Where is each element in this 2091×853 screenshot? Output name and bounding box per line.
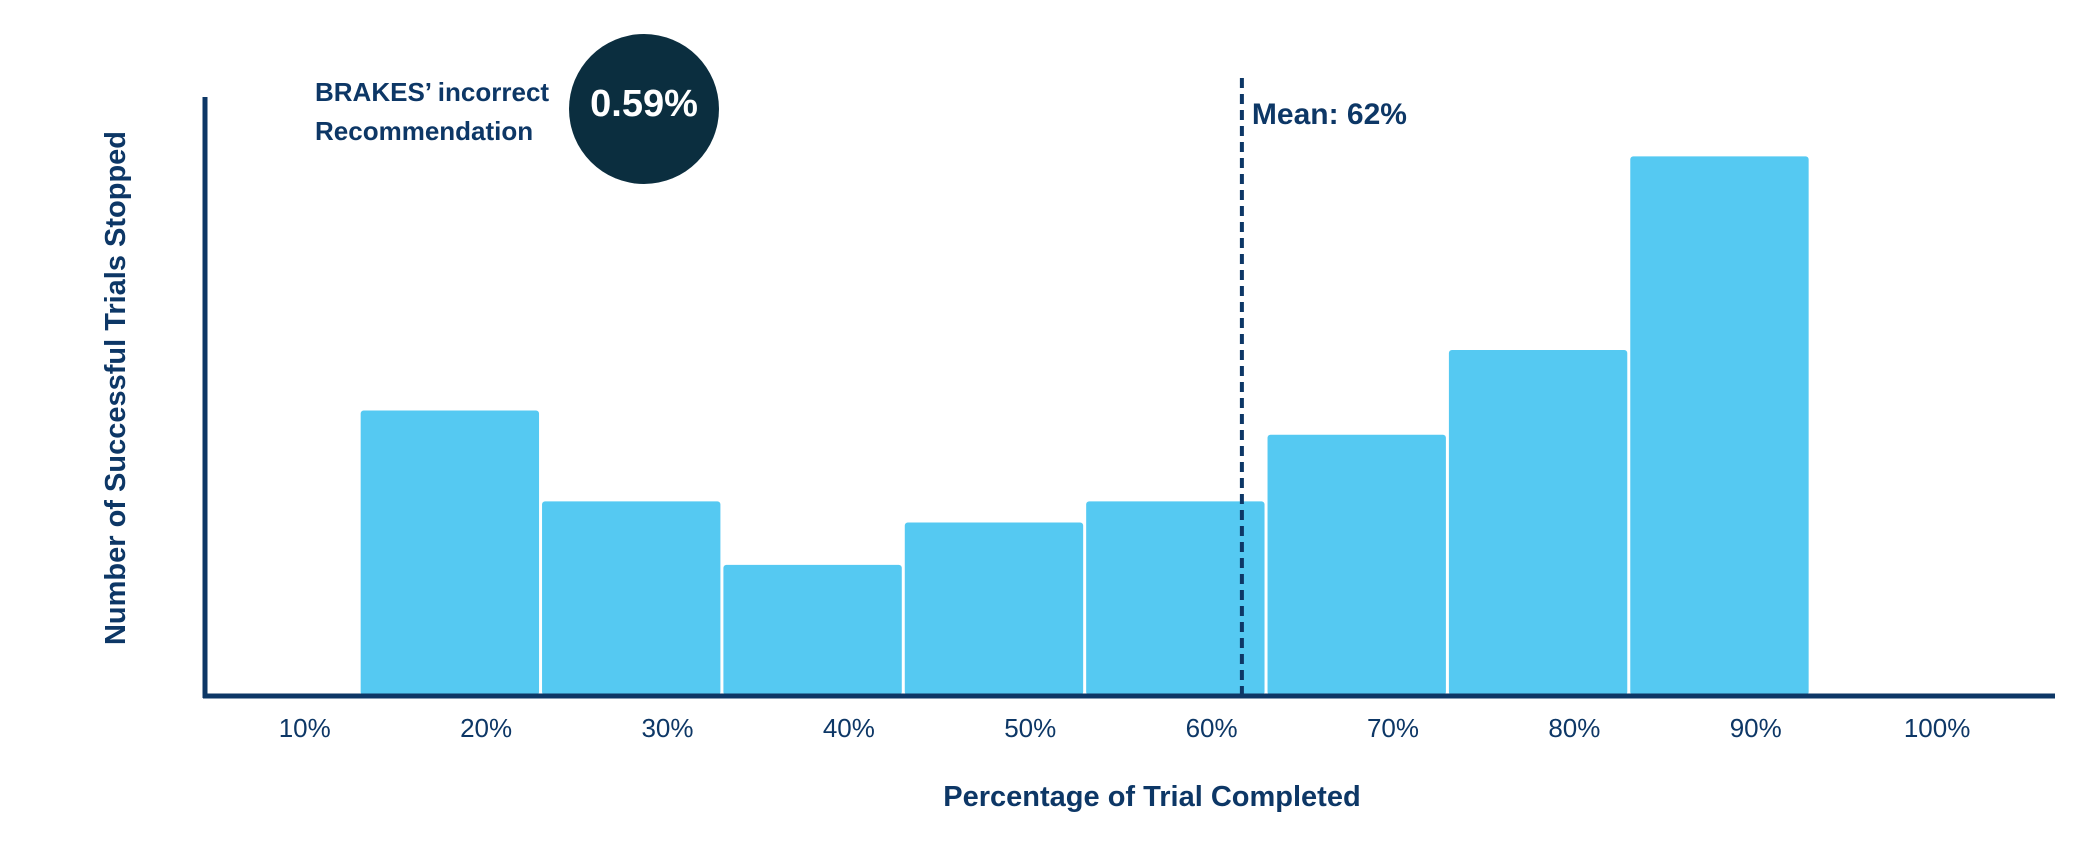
x-tick-label-1: 20%: [460, 713, 512, 743]
mean-label: Mean: 62%: [1252, 98, 1407, 131]
x-tick-label-8: 90%: [1730, 713, 1782, 743]
x-tick-label-0: 10%: [279, 713, 331, 743]
x-tick-label-3: 40%: [823, 713, 875, 743]
bar-5: [1267, 434, 1446, 695]
x-tick-label-7: 80%: [1548, 713, 1600, 743]
callout: BRAKES’ incorrect Recommendation 0.59%: [315, 34, 719, 184]
x-tick-label-2: 30%: [641, 713, 693, 743]
x-ticks-group: 10% 20% 30% 40% 50% 60% 70% 80% 90% 100%: [279, 713, 1971, 743]
bar-4: [1086, 501, 1265, 695]
bar-7: [1630, 156, 1809, 695]
bar-1: [542, 501, 721, 695]
bar-6: [1448, 350, 1628, 695]
bars-group: [360, 156, 1809, 695]
callout-badge-value: 0.59%: [590, 83, 698, 125]
callout-text-line-2: Recommendation: [315, 116, 533, 146]
x-tick-label-5: 60%: [1186, 713, 1238, 743]
y-axis-title: Number of Successful Trials Stopped: [100, 131, 132, 645]
x-tick-label-4: 50%: [1004, 713, 1056, 743]
bar-0: [360, 410, 540, 695]
callout-badge: [569, 34, 719, 184]
x-tick-label-9: 100%: [1904, 713, 1971, 743]
bar-2: [723, 564, 902, 695]
x-axis-title: Percentage of Trial Completed: [943, 781, 1360, 813]
callout-text-line-1: BRAKES’ incorrect: [315, 77, 549, 107]
bar-3: [904, 522, 1084, 695]
x-tick-label-6: 70%: [1367, 713, 1419, 743]
